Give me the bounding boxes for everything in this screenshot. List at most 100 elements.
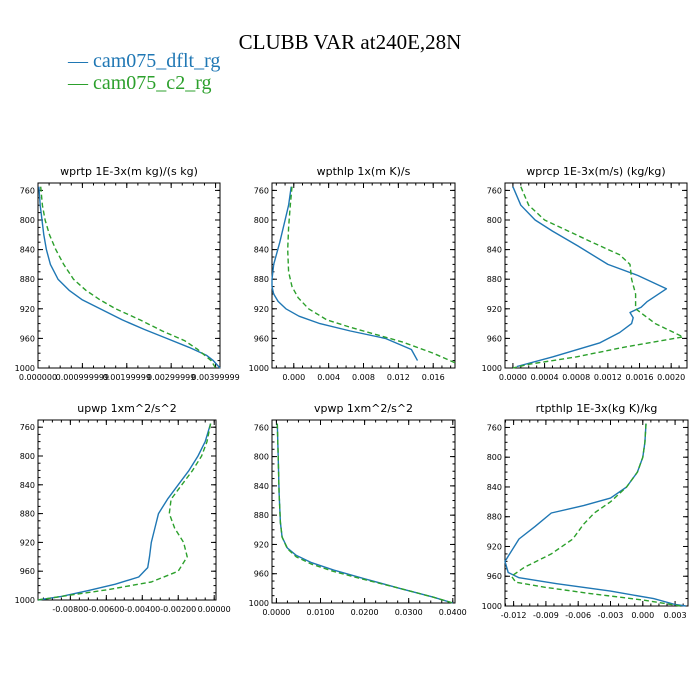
panel1-xtick-label: 0.00399999 xyxy=(191,373,239,382)
panel1-ytick-label: 800 xyxy=(20,216,35,225)
panel2-ytick-label: 920 xyxy=(254,305,269,314)
panel4-xtick-label: 0.00000 xyxy=(198,605,231,614)
panel2-ytick-label: 800 xyxy=(254,216,269,225)
panel6-xtick-label: -0.009 xyxy=(533,611,559,620)
panel5-frame xyxy=(271,419,456,604)
figure-title: CLUBB VAR at240E,28N xyxy=(238,30,462,54)
panel4-series-c2 xyxy=(37,423,212,601)
panel3-xtick-label: 0.0020 xyxy=(657,373,685,382)
panel4-ytick-label: 840 xyxy=(20,481,35,490)
panel5-xtick-label: 0.0400 xyxy=(439,608,467,617)
panel4-series-dflt xyxy=(37,423,212,601)
panel2-xtick-label: 0.012 xyxy=(387,373,410,382)
panel6-xtick-label: -0.012 xyxy=(501,611,527,620)
panel3-ytick-label: 880 xyxy=(487,275,502,284)
panel4-ytick-label: 960 xyxy=(20,567,35,576)
panel5-ytick-label: 920 xyxy=(254,540,269,549)
panel2-series-c2 xyxy=(287,186,456,364)
panel2-xtick-label: 0.000 xyxy=(282,373,305,382)
panel6-title: rtpthlp 1E-3x(kg K)/kg xyxy=(536,402,658,415)
panel5-ytick-label: 840 xyxy=(254,482,269,491)
panel6-frame xyxy=(504,419,689,607)
panel1-xtick-label: 0.00299999 xyxy=(147,373,195,382)
panel1-series-c2 xyxy=(40,186,217,369)
legend-line-dflt: — xyxy=(68,50,88,72)
panel1-xtick-label: 0.000999999 xyxy=(56,373,109,382)
panel4-ytick-label: 920 xyxy=(20,538,35,547)
panel6-ytick-label: 800 xyxy=(487,453,502,462)
panel3-ytick-label: 1000 xyxy=(482,364,502,373)
panel4-title: upwp 1xm^2/s^2 xyxy=(77,402,177,415)
panel3-xtick-label: 0.0012 xyxy=(594,373,622,382)
panel2-series-dflt xyxy=(271,186,419,361)
panel6-xtick-label: 0.000 xyxy=(631,611,654,620)
panel4-xtick-label: -0.00200 xyxy=(160,605,196,614)
panel5-ytick-label: 800 xyxy=(254,453,269,462)
panel6-xtick-label: 0.003 xyxy=(664,611,687,620)
panel5-series-dflt xyxy=(276,423,453,604)
panel3-ytick-label: 800 xyxy=(487,216,502,225)
panel1-ytick-label: 960 xyxy=(20,334,35,343)
panel3-series-dflt xyxy=(512,186,668,368)
legend-entry-dflt: — cam075_dflt_rg xyxy=(68,50,220,73)
panel2-ytick-label: 960 xyxy=(254,334,269,343)
panel3-ytick-label: 840 xyxy=(487,246,502,255)
panel6-ytick-label: 920 xyxy=(487,542,502,551)
panel4-ytick-label: 760 xyxy=(20,423,35,432)
panel4-frame xyxy=(37,419,217,601)
legend-line-c2: — xyxy=(68,72,88,94)
panel3-frame xyxy=(504,182,688,369)
panel1-frame xyxy=(37,182,221,369)
panel5-xtick-label: 0.0100 xyxy=(307,608,335,617)
panel3-xtick-label: 0.0008 xyxy=(562,373,590,382)
panel1-ytick-label: 880 xyxy=(20,275,35,284)
panel4-ytick-label: 800 xyxy=(20,452,35,461)
panel4-ytick-label: 880 xyxy=(20,510,35,519)
panel6-series-c2 xyxy=(510,423,681,607)
panel4-xtick-label: -0.00600 xyxy=(88,605,124,614)
panel3-xtick-label: 0.0004 xyxy=(531,373,559,382)
panel2-xtick-label: 0.008 xyxy=(352,373,375,382)
panel2-xtick-label: 0.004 xyxy=(317,373,340,382)
panel5-xtick-label: 0.0200 xyxy=(351,608,379,617)
panel3-ytick-label: 920 xyxy=(487,305,502,314)
panel1-ytick-label: 920 xyxy=(20,305,35,314)
panel3-series-c2 xyxy=(512,186,684,369)
panel5-xtick-label: 0.0300 xyxy=(395,608,423,617)
legend-label-dflt: cam075_dflt_rg xyxy=(93,50,221,72)
panel2-ytick-label: 760 xyxy=(254,186,269,195)
panel5-ytick-label: 1000 xyxy=(249,599,269,608)
panel5-series-c2 xyxy=(276,423,453,604)
panel6-ytick-label: 840 xyxy=(487,483,502,492)
panel3-xtick-label: 0.0000 xyxy=(499,373,527,382)
panel5-title: vpwp 1xm^2/s^2 xyxy=(314,402,413,415)
panel1-xtick-label: 0.000000 xyxy=(19,373,57,382)
panel1-ytick-label: 1000 xyxy=(15,364,35,373)
panel5-ytick-label: 760 xyxy=(254,423,269,432)
panel2-ytick-label: 1000 xyxy=(249,364,269,373)
panel6-ytick-label: 880 xyxy=(487,513,502,522)
panel3-ytick-label: 960 xyxy=(487,334,502,343)
panel4-ytick-label: 1000 xyxy=(15,596,35,605)
panel2-ytick-label: 840 xyxy=(254,246,269,255)
panel6-series-dflt xyxy=(504,423,686,607)
legend-label-c2: cam075_c2_rg xyxy=(93,72,212,94)
panel1-title: wprtp 1E-3x(m kg)/(s kg) xyxy=(60,165,198,178)
panel5-ytick-label: 960 xyxy=(254,570,269,579)
panel2-title: wpthlp 1x(m K)/s xyxy=(317,165,411,178)
panel1-ytick-label: 760 xyxy=(20,186,35,195)
panel6-ytick-label: 760 xyxy=(487,423,502,432)
panel2-xtick-label: 0.016 xyxy=(422,373,445,382)
panel2-ytick-label: 880 xyxy=(254,275,269,284)
panel4-xtick-label: -0.00800 xyxy=(52,605,88,614)
panel5-xtick-label: 0.0000 xyxy=(262,608,290,617)
panel6-ytick-label: 960 xyxy=(487,572,502,581)
panel1-ytick-label: 840 xyxy=(20,246,35,255)
panel6-ytick-label: 1000 xyxy=(482,602,502,611)
panel5-ytick-label: 880 xyxy=(254,511,269,520)
panel3-title: wprcp 1E-3x(m/s) (kg/kg) xyxy=(526,165,665,178)
panel1-xtick-label: 0.00199999 xyxy=(103,373,151,382)
legend-entry-c2: — cam075_c2_rg xyxy=(68,72,212,95)
panel6-xtick-label: -0.003 xyxy=(598,611,624,620)
